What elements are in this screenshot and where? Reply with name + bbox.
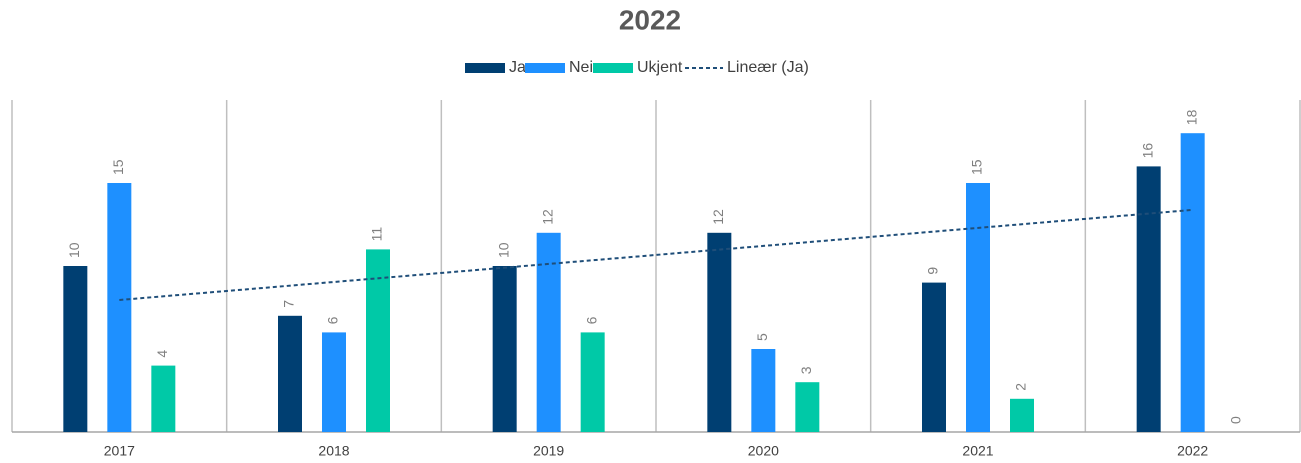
bar [1180, 133, 1205, 432]
legend-label: Ukjent [637, 59, 683, 76]
bar [322, 332, 346, 432]
value-label: 10 [66, 242, 82, 258]
bar [580, 332, 605, 432]
value-label: 12 [710, 209, 726, 225]
legend-swatch [525, 63, 565, 73]
bar [278, 315, 302, 432]
legend-label: Nei [569, 59, 593, 76]
value-label: 5 [754, 333, 770, 341]
value-label: 4 [154, 350, 170, 358]
legend-swatch [465, 63, 505, 73]
legend-label: Lineær (Ja) [727, 59, 809, 76]
trendline [119, 208, 1193, 301]
value-label: 9 [925, 267, 941, 275]
value-label: 11 [369, 227, 385, 242]
value-label: 6 [325, 316, 341, 324]
x-tick-label: 2017 [104, 443, 135, 459]
chart-title: 2022 [619, 4, 681, 35]
x-tick-label: 2021 [962, 443, 993, 459]
bar [751, 349, 776, 432]
bar [795, 382, 820, 432]
bar [1010, 398, 1034, 432]
bar [366, 249, 390, 432]
legend-swatch [593, 63, 633, 73]
bar [536, 232, 561, 432]
bar [492, 266, 517, 432]
value-label: 18 [1183, 109, 1199, 125]
bar [707, 232, 732, 432]
value-label: 7 [281, 300, 297, 308]
x-tick-label: 2019 [533, 443, 564, 459]
value-label: 10 [495, 242, 511, 258]
value-label: 12 [539, 209, 555, 225]
bar [966, 183, 990, 432]
x-tick-label: 2020 [748, 443, 779, 459]
value-label: 3 [798, 366, 814, 374]
value-label: 0 [1227, 416, 1243, 424]
bar [1136, 166, 1161, 432]
x-tick-label: 2022 [1177, 443, 1208, 459]
legend-label: Ja [509, 59, 526, 76]
bar [151, 365, 176, 432]
value-label: 2 [1013, 383, 1029, 391]
x-tick-label: 2018 [318, 443, 349, 459]
value-label: 16 [1139, 143, 1155, 159]
bar [922, 282, 946, 432]
value-label: 6 [583, 316, 599, 324]
value-label: 15 [110, 159, 126, 175]
bar [107, 183, 132, 432]
value-label: 15 [969, 159, 985, 175]
bar [63, 266, 88, 432]
